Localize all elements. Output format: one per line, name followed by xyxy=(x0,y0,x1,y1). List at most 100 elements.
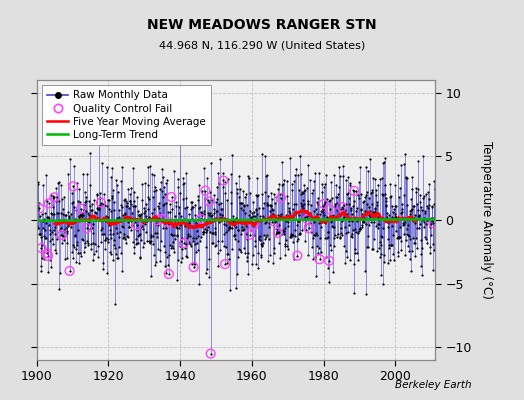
Point xyxy=(272,231,280,237)
Point xyxy=(397,247,406,253)
Point xyxy=(339,162,347,169)
Point xyxy=(336,229,345,236)
Point xyxy=(236,199,244,206)
Point xyxy=(265,202,274,208)
Point xyxy=(380,191,389,197)
Point xyxy=(378,160,387,166)
Point xyxy=(224,226,232,233)
Point xyxy=(195,181,203,188)
Point xyxy=(145,238,153,244)
Point xyxy=(89,220,97,227)
Point xyxy=(214,250,222,256)
Point xyxy=(182,194,190,201)
Point xyxy=(335,212,343,218)
Point xyxy=(381,155,389,161)
Point xyxy=(332,194,340,200)
Point xyxy=(307,229,315,235)
Point xyxy=(131,202,139,209)
Point xyxy=(36,213,45,219)
Point xyxy=(233,186,241,192)
Point xyxy=(294,212,303,218)
Point xyxy=(380,259,389,265)
Point xyxy=(373,248,381,254)
Point xyxy=(378,234,387,241)
Point xyxy=(239,227,247,233)
Point xyxy=(372,186,380,193)
Point xyxy=(326,206,334,213)
Point xyxy=(420,219,428,226)
Point xyxy=(152,259,160,265)
Point xyxy=(180,216,188,222)
Point xyxy=(76,250,84,257)
Point xyxy=(191,202,199,208)
Point xyxy=(152,218,161,224)
Point xyxy=(138,222,146,229)
Point xyxy=(358,219,367,225)
Point xyxy=(402,175,410,181)
Point xyxy=(66,156,74,162)
Point xyxy=(413,186,422,192)
Point xyxy=(351,226,359,232)
Point xyxy=(232,224,240,231)
Point xyxy=(232,180,241,186)
Point xyxy=(279,229,287,235)
Point xyxy=(274,186,282,192)
Point xyxy=(271,200,279,206)
Point xyxy=(161,225,170,232)
Point xyxy=(123,233,131,239)
Point xyxy=(241,209,249,216)
Point xyxy=(168,243,176,250)
Point xyxy=(400,192,408,198)
Point xyxy=(165,219,173,226)
Point xyxy=(166,209,174,215)
Point xyxy=(256,237,264,243)
Point xyxy=(152,187,160,193)
Point xyxy=(220,231,228,237)
Point xyxy=(325,258,333,264)
Point xyxy=(381,182,389,188)
Point xyxy=(83,238,91,244)
Point xyxy=(238,206,247,213)
Point xyxy=(214,263,223,270)
Point xyxy=(60,194,68,201)
Point xyxy=(239,202,248,208)
Point xyxy=(249,199,257,205)
Point xyxy=(202,270,210,276)
Point xyxy=(139,219,147,225)
Point xyxy=(295,218,303,224)
Point xyxy=(347,231,356,237)
Point xyxy=(97,238,105,245)
Point xyxy=(222,222,230,228)
Point xyxy=(429,220,438,226)
Point xyxy=(184,217,193,223)
Point xyxy=(124,216,132,222)
Point xyxy=(157,215,166,222)
Point xyxy=(233,226,242,233)
Point xyxy=(350,290,358,296)
Point xyxy=(94,206,103,212)
Point xyxy=(336,234,345,240)
Point xyxy=(341,200,350,207)
Point xyxy=(379,158,388,165)
Point xyxy=(218,238,226,244)
Point xyxy=(359,198,367,205)
Point xyxy=(370,209,379,215)
Point xyxy=(156,186,165,192)
Point xyxy=(413,224,421,231)
Point xyxy=(176,190,184,196)
Point xyxy=(296,153,304,160)
Point xyxy=(187,205,195,212)
Point xyxy=(46,257,54,263)
Point xyxy=(61,211,70,218)
Point xyxy=(79,237,87,243)
Point xyxy=(81,199,89,205)
Point xyxy=(144,206,152,212)
Point xyxy=(370,208,378,215)
Point xyxy=(53,210,61,216)
Point xyxy=(155,205,163,212)
Point xyxy=(203,218,211,224)
Point xyxy=(79,171,88,178)
Point xyxy=(114,255,122,262)
Point xyxy=(332,216,341,222)
Point xyxy=(407,195,415,202)
